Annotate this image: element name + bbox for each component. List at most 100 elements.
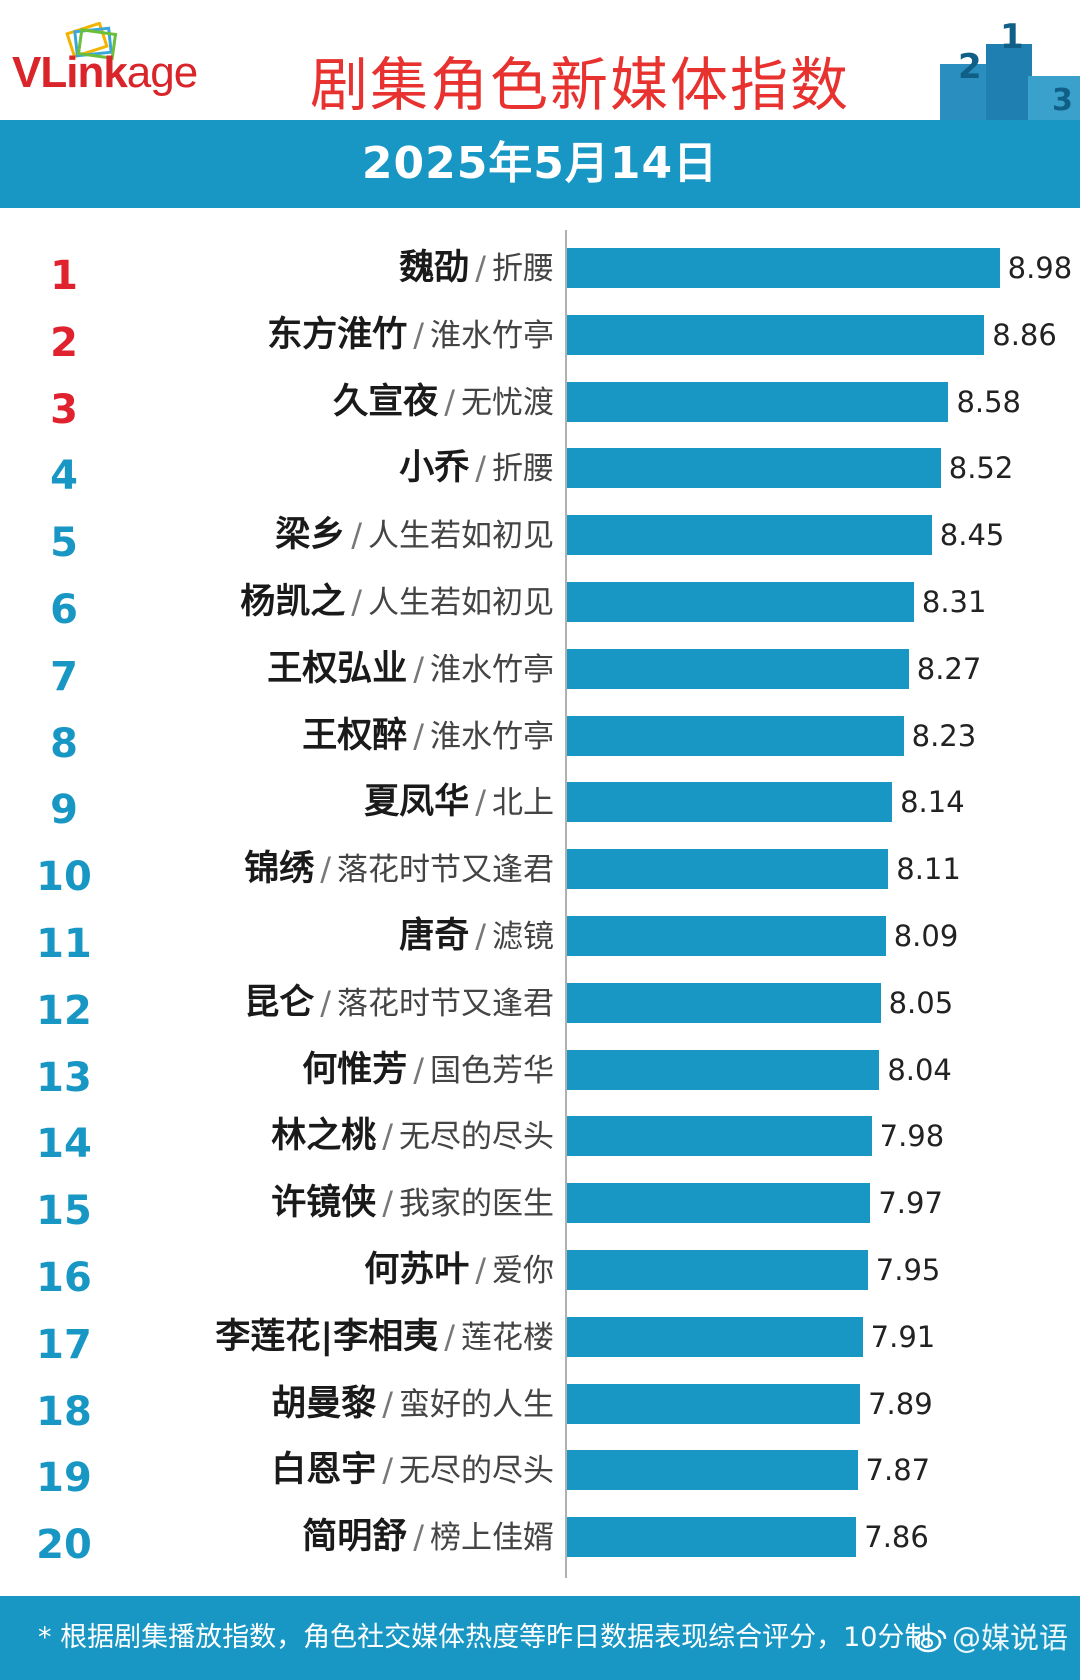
chart-row: 3 久宣夜 / 无忧渡 8.58 xyxy=(0,372,1080,433)
value-label: 8.11 xyxy=(896,852,961,887)
category-label: 锦绣 / 落花时节又逢君 xyxy=(244,839,554,899)
rank-number: 15 xyxy=(36,1188,92,1235)
logo-prefix: VLink xyxy=(12,48,128,97)
category-label: 夏凤华 / 北上 xyxy=(364,772,554,832)
chart-row: 4 小乔 / 折腰 8.52 xyxy=(0,438,1080,499)
drama-title: 爱你 xyxy=(492,1253,554,1289)
chart-row: 8 王权醉 / 淮水竹亭 8.23 xyxy=(0,706,1080,767)
chart-row: 11 唐奇 / 滤镜 8.09 xyxy=(0,906,1080,967)
bar xyxy=(567,849,889,890)
drama-title: 淮水竹亭 xyxy=(430,718,554,755)
footer-note: * 根据剧集播放指数，角色社交媒体热度等昨日数据表现综合评分，10分制 xyxy=(38,1622,932,1653)
drama-title: 北上 xyxy=(492,785,554,822)
rank-number: 18 xyxy=(36,1388,92,1435)
bar xyxy=(567,1383,861,1424)
value-label: 8.58 xyxy=(956,384,1022,419)
separator: / xyxy=(413,1050,424,1089)
value-label: 8.52 xyxy=(948,451,1014,486)
category-label: 王权弘业 / 淮水竹亭 xyxy=(267,639,554,699)
rank-number: 2 xyxy=(50,319,78,366)
bar xyxy=(567,916,886,956)
category-label: 唐奇 / 滤镜 xyxy=(399,906,554,966)
separator: / xyxy=(475,783,486,822)
character-name: 东方淮竹 xyxy=(267,314,408,355)
separator: / xyxy=(475,249,486,287)
drama-title: 我家的医生 xyxy=(399,1186,554,1223)
chart-row: 16 何苏叶 / 爱你 7.95 xyxy=(0,1240,1080,1301)
category-label: 许镜侠 / 我家的医生 xyxy=(271,1173,554,1233)
watermark: @媒说语 xyxy=(914,1596,1068,1680)
category-label: 东方淮竹 / 淮水竹亭 xyxy=(267,305,554,365)
rank-number: 5 xyxy=(50,520,78,567)
chart-row: 10 锦绣 / 落花时节又逢君 8.11 xyxy=(0,839,1080,900)
category-label: 胡曼黎 / 蛮好的人生 xyxy=(271,1374,554,1434)
drama-title: 滤镜 xyxy=(492,919,554,955)
separator: / xyxy=(413,716,424,755)
bar xyxy=(567,648,909,689)
chart-row: 7 王权弘业 / 淮水竹亭 8.27 xyxy=(0,639,1080,700)
value-label: 8.98 xyxy=(1007,251,1073,285)
category-label: 王权醉 / 淮水竹亭 xyxy=(302,706,554,766)
separator: / xyxy=(382,1451,393,1490)
value-label: 8.27 xyxy=(916,651,982,686)
character-name: 昆仑 xyxy=(244,982,315,1023)
character-name: 梁乡 xyxy=(275,515,346,556)
separator: / xyxy=(475,917,486,955)
value-label: 7.95 xyxy=(875,1253,941,1287)
bar xyxy=(567,1450,858,1491)
rank-number: 13 xyxy=(36,1054,92,1101)
category-label: 白恩宇 / 无尽的尽头 xyxy=(271,1440,554,1500)
category-label: 简明舒 / 榜上佳婿 xyxy=(302,1507,554,1567)
category-label: 昆仑 / 落花时节又逢君 xyxy=(244,973,554,1033)
chart-row: 1 魏劭 / 折腰 8.98 xyxy=(0,238,1080,299)
chart-row: 20 简明舒 / 榜上佳婿 7.86 xyxy=(0,1507,1080,1568)
chart-row: 9 夏凤华 / 北上 8.14 xyxy=(0,772,1080,833)
character-name: 唐奇 xyxy=(399,916,470,956)
category-label: 林之桃 / 无尽的尽头 xyxy=(271,1106,554,1166)
value-label: 8.23 xyxy=(911,718,977,753)
drama-title: 蛮好的人生 xyxy=(399,1386,554,1423)
rank-number: 7 xyxy=(50,653,78,700)
chart-row: 15 许镜侠 / 我家的医生 7.97 xyxy=(0,1173,1080,1234)
rank-number: 3 xyxy=(50,386,78,433)
drama-title: 人生若如初见 xyxy=(368,518,554,555)
character-name: 小乔 xyxy=(399,448,470,489)
bar xyxy=(567,1116,872,1157)
character-name: 杨凯之 xyxy=(240,582,346,622)
category-label: 李莲花|李相夷 / 莲花楼 xyxy=(215,1307,554,1367)
bar xyxy=(567,1049,880,1090)
podium-digit-1: 1 xyxy=(1000,18,1024,57)
logo-text: VLinkage xyxy=(12,48,198,98)
rank-number: 6 xyxy=(50,587,78,633)
chart-row: 14 林之桃 / 无尽的尽头 7.98 xyxy=(0,1106,1080,1167)
character-name: 王权醉 xyxy=(302,715,408,756)
value-label: 8.31 xyxy=(921,585,987,619)
chart-row: 5 梁乡 / 人生若如初见 8.45 xyxy=(0,505,1080,566)
footer: * 根据剧集播放指数，角色社交媒体热度等昨日数据表现综合评分，10分制 @媒说语 xyxy=(0,1596,1080,1680)
drama-title: 无尽的尽头 xyxy=(399,1453,554,1490)
rank-number: 20 xyxy=(36,1522,92,1569)
category-label: 何惟芳 / 国色芳华 xyxy=(302,1040,554,1100)
stacked-cards-icon xyxy=(65,22,118,60)
value-label: 8.04 xyxy=(887,1052,952,1087)
drama-title: 折腰 xyxy=(492,451,554,488)
ranking-chart: 1 魏劭 / 折腰 8.98 2 东方淮竹 / 淮水竹亭 8.86 3 久宣夜 / 无忧渡 8.58 4 小乔 /… xyxy=(0,230,1080,1580)
rank-number: 12 xyxy=(36,987,92,1034)
drama-title: 国色芳华 xyxy=(430,1052,554,1089)
value-label: 7.87 xyxy=(865,1453,931,1488)
separator: / xyxy=(382,1184,393,1223)
character-name: 许镜侠 xyxy=(271,1183,377,1224)
category-label: 梁乡 / 人生若如初见 xyxy=(275,505,554,565)
value-label: 7.98 xyxy=(879,1119,945,1154)
drama-title: 折腰 xyxy=(492,251,554,287)
chart-row: 18 胡曼黎 / 蛮好的人生 7.89 xyxy=(0,1374,1080,1435)
date-banner: 2025年5月14日 xyxy=(0,120,1080,208)
character-name: 李莲花|李相夷 xyxy=(215,1316,439,1357)
axis-line xyxy=(565,230,567,1578)
podium-digit-3: 3 xyxy=(1052,83,1073,118)
weibo-icon xyxy=(914,1629,947,1653)
chart-row: 2 东方淮竹 / 淮水竹亭 8.86 xyxy=(0,305,1080,366)
value-label: 8.05 xyxy=(888,985,954,1020)
value-label: 8.86 xyxy=(992,317,1057,352)
podium-digit-2: 2 xyxy=(958,47,982,87)
